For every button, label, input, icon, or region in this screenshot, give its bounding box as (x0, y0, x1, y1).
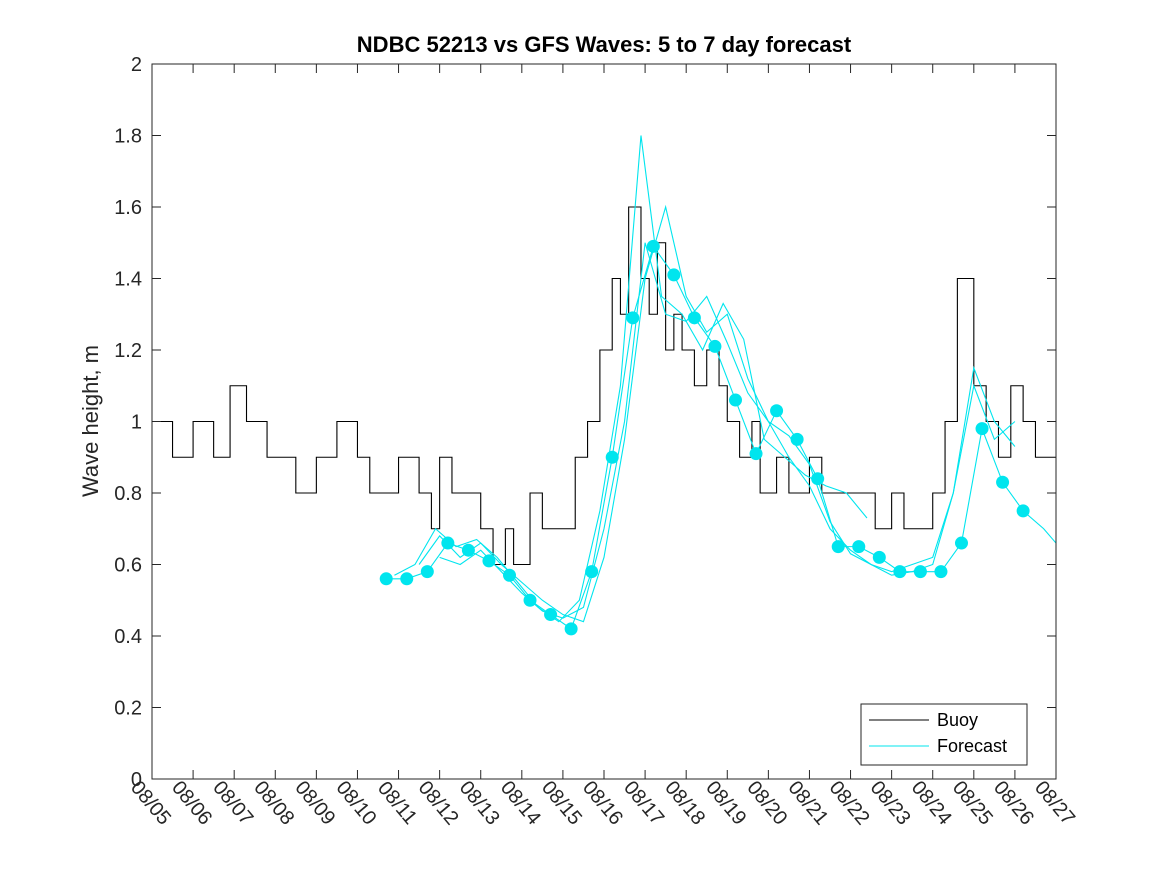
forecast-marker (461, 543, 475, 557)
forecast-marker (626, 311, 640, 325)
y-tick-label: 1.8 (114, 126, 142, 148)
forecast-marker (790, 432, 804, 446)
plot-area (152, 64, 1056, 779)
forecast-marker (872, 550, 886, 564)
forecast-marker (379, 572, 393, 586)
forecast-marker (482, 554, 496, 568)
y-tick-label: 1.2 (114, 340, 142, 362)
forecast-marker (400, 572, 414, 586)
forecast-marker (646, 239, 660, 253)
forecast-marker (954, 536, 968, 550)
forecast-marker (502, 568, 516, 582)
series-layer (152, 135, 1057, 630)
y-tick-label: 2 (131, 54, 142, 76)
forecast-marker (996, 475, 1010, 489)
forecast-marker (605, 450, 619, 464)
y-tick-label: 1 (131, 412, 142, 434)
forecast-marker (585, 565, 599, 579)
forecast-marker (544, 608, 558, 622)
forecast-marker (831, 540, 845, 554)
legend-box (860, 703, 1028, 766)
forecast-marker (770, 404, 784, 418)
legend-buoy-label: Buoy (937, 710, 978, 730)
y-axis-label: Wave height, m (78, 345, 103, 497)
marker-layer (379, 239, 1030, 636)
legend: Buoy Forecast (860, 703, 1028, 766)
forecast-marker (441, 536, 455, 550)
forecast-marker (811, 472, 825, 486)
forecast-marker (708, 339, 722, 353)
forecast-series-line-2 (394, 135, 868, 623)
buoy-series-line (152, 206, 1056, 566)
forecast-marker (913, 565, 927, 579)
forecast-marker (893, 565, 907, 579)
y-tick-label: 1.6 (114, 197, 142, 219)
y-tick-label: 0.8 (114, 483, 142, 505)
y-tick-label: 0.2 (114, 698, 142, 720)
y-tick-label: 1.4 (114, 269, 142, 291)
chart-title: NDBC 52213 vs GFS Waves: 5 to 7 day fore… (357, 32, 852, 57)
forecast-marker (687, 311, 701, 325)
forecast-marker (934, 565, 948, 579)
forecast-marker (420, 565, 434, 579)
y-tick-label: 0.4 (114, 626, 142, 648)
forecast-marker (852, 540, 866, 554)
y-tick-label: 0.6 (114, 555, 142, 577)
forecast-marker (1016, 504, 1030, 518)
forecast-marker (975, 422, 989, 436)
forecast-series-line-1 (386, 245, 1057, 630)
forecast-marker (523, 593, 537, 607)
forecast-series-line-4 (439, 242, 1016, 619)
forecast-marker (667, 268, 681, 282)
y-tick-label: 0 (131, 769, 142, 791)
forecast-marker (728, 393, 742, 407)
forecast-marker (749, 447, 763, 461)
forecast-marker (564, 622, 578, 636)
legend-forecast-label: Forecast (937, 736, 1007, 756)
